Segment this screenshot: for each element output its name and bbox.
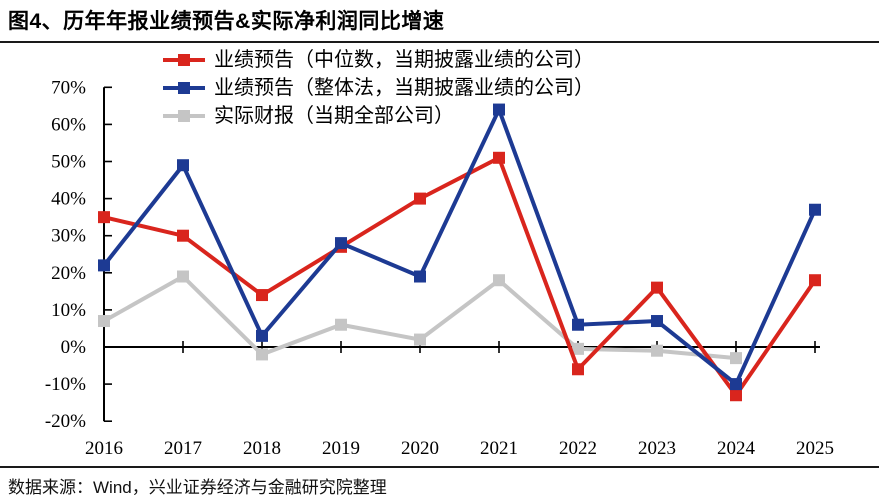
data-point-marker bbox=[493, 151, 505, 164]
legend-item-forecast-median: 业绩预告（中位数，当期披露业绩的公司） bbox=[163, 46, 594, 74]
y-axis-tick-label: 20% bbox=[51, 263, 86, 284]
x-axis-tick-label: 2024 bbox=[717, 438, 756, 459]
y-axis-tick-label: 70% bbox=[51, 77, 86, 98]
y-axis-tick-label: 50% bbox=[51, 152, 86, 173]
data-point-marker bbox=[414, 192, 426, 205]
figure-title: 图4、历年年报业绩预告&实际净利润同比增速 bbox=[8, 10, 445, 33]
footer-divider bbox=[0, 466, 879, 468]
x-axis-tick-label: 2020 bbox=[401, 438, 439, 459]
data-point-marker bbox=[177, 270, 189, 283]
legend-label: 实际财报（当期全部公司） bbox=[214, 105, 454, 127]
x-axis-tick-label: 2022 bbox=[559, 438, 597, 459]
legend-item-actual-report: 实际财报（当期全部公司） bbox=[163, 102, 594, 130]
legend-swatch-red-line-marker-icon bbox=[163, 53, 205, 67]
data-point-marker bbox=[730, 389, 742, 402]
data-point-marker bbox=[572, 363, 584, 376]
data-point-marker bbox=[651, 344, 663, 357]
y-axis-tick-label: 30% bbox=[51, 226, 86, 247]
data-point-marker bbox=[414, 333, 426, 346]
data-point-marker bbox=[651, 281, 663, 294]
y-axis-tick-label: 0% bbox=[61, 337, 87, 358]
legend-label: 业绩预告（整体法，当期披露业绩的公司） bbox=[214, 77, 594, 99]
data-point-marker bbox=[414, 270, 426, 283]
title-divider bbox=[0, 41, 879, 43]
chart-legend: 业绩预告（中位数，当期披露业绩的公司） 业绩预告（整体法，当期披露业绩的公司） … bbox=[163, 46, 594, 130]
data-point-marker bbox=[809, 203, 821, 216]
x-axis-tick-label: 2025 bbox=[796, 438, 834, 459]
data-point-marker bbox=[335, 237, 347, 250]
data-point-marker bbox=[809, 274, 821, 287]
x-axis-tick-label: 2017 bbox=[164, 438, 202, 459]
legend-swatch-blue-line-marker-icon bbox=[163, 81, 205, 95]
x-axis-tick-label: 2018 bbox=[243, 438, 281, 459]
data-point-marker bbox=[177, 159, 189, 172]
data-point-marker bbox=[98, 315, 110, 328]
series-line bbox=[102, 104, 817, 388]
x-axis-tick-label: 2016 bbox=[85, 438, 123, 459]
data-source: 数据来源：Wind，兴业证券经济与金融研究院整理 bbox=[8, 478, 387, 497]
series-2 bbox=[98, 270, 742, 365]
legend-swatch-gray-line-marker-icon bbox=[163, 109, 205, 123]
series-0 bbox=[98, 151, 821, 402]
data-point-marker bbox=[651, 315, 663, 328]
x-axis-tick-label: 2019 bbox=[322, 438, 360, 459]
data-point-marker bbox=[256, 348, 268, 361]
x-axis-tick-label: 2023 bbox=[638, 438, 676, 459]
data-point-marker bbox=[335, 318, 347, 331]
legend-label: 业绩预告（中位数，当期披露业绩的公司） bbox=[214, 49, 594, 71]
series-line bbox=[103, 154, 817, 399]
y-axis-tick-label: 60% bbox=[51, 114, 86, 135]
legend-item-forecast-overall: 业绩预告（整体法，当期披露业绩的公司） bbox=[163, 74, 594, 102]
data-point-marker bbox=[493, 274, 505, 287]
series-1 bbox=[98, 103, 821, 391]
data-point-marker bbox=[98, 211, 110, 224]
y-axis-tick-label: -10% bbox=[45, 374, 86, 395]
data-point-marker bbox=[572, 318, 584, 331]
data-point-marker bbox=[256, 329, 268, 342]
y-axis-tick-label: -20% bbox=[45, 411, 86, 432]
data-point-marker bbox=[177, 229, 189, 242]
axes: 70% 60% 50% 40% 30% 20% 10% 0% -10% -20% 2016 2017 2… bbox=[45, 77, 834, 459]
data-point-marker bbox=[730, 378, 742, 391]
x-axis-tick-label: 2021 bbox=[480, 438, 518, 459]
data-point-marker bbox=[98, 259, 110, 272]
data-point-marker bbox=[493, 103, 505, 116]
data-point-marker bbox=[572, 342, 584, 355]
data-point-marker bbox=[730, 352, 742, 365]
y-axis-tick-label: 40% bbox=[51, 189, 86, 210]
data-point-marker bbox=[256, 289, 268, 302]
y-axis-tick-label: 10% bbox=[51, 300, 86, 321]
